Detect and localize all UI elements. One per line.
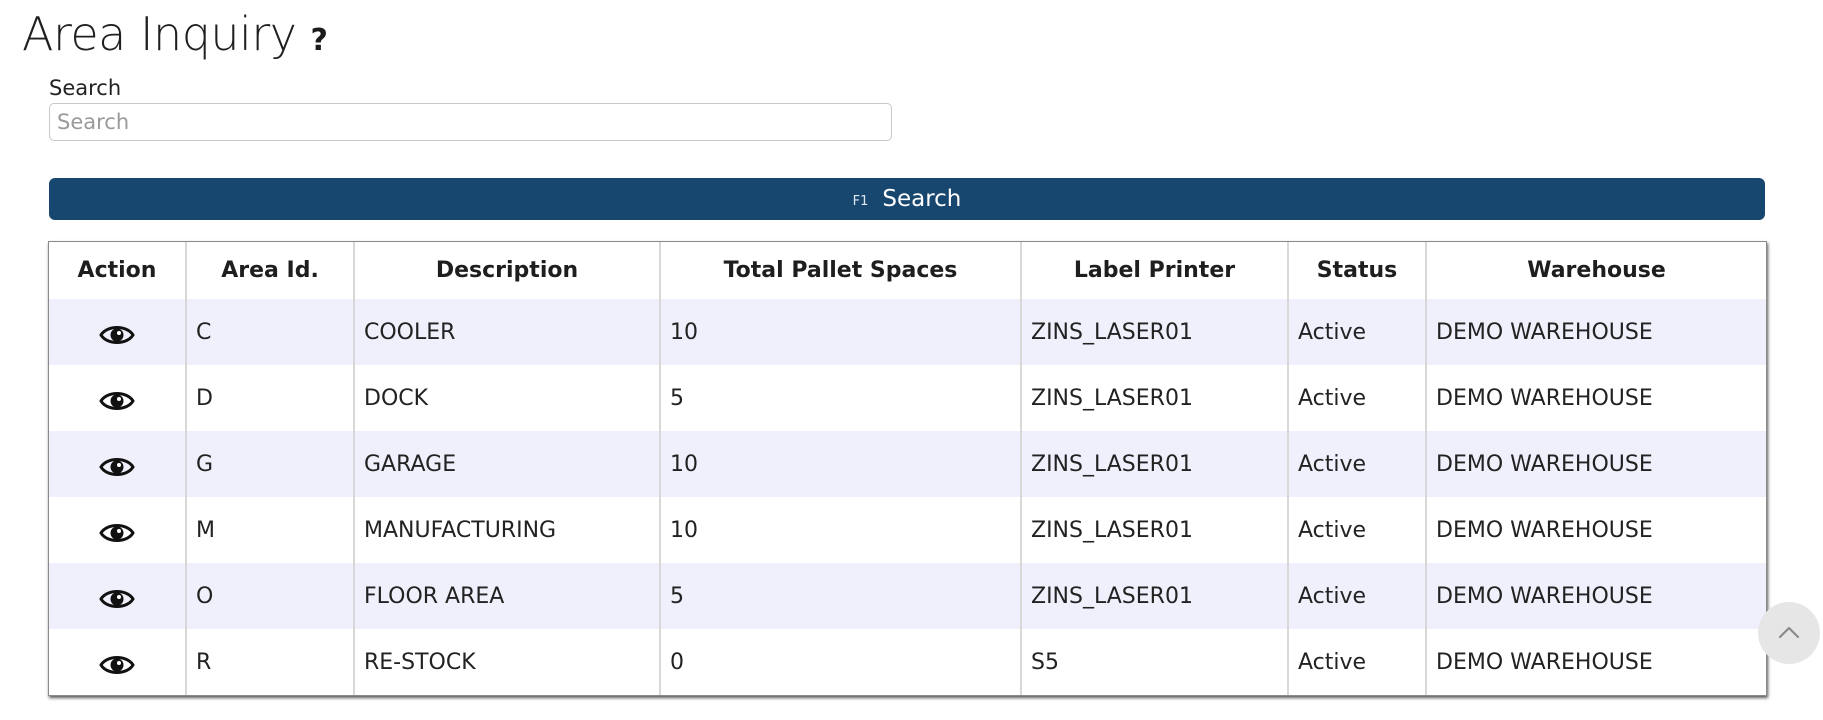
table-header-row: Action Area Id. Description Total Pallet… [49,242,1766,299]
column-header-status[interactable]: Status [1288,242,1427,299]
area-id-cell: M [186,497,355,563]
description-cell: DOCK [354,365,661,431]
total-pallet-spaces-cell: 10 [660,497,1022,563]
label-printer-cell: S5 [1021,629,1289,695]
total-pallet-spaces-cell: 10 [660,299,1022,365]
total-pallet-spaces-cell: 0 [660,629,1022,695]
eye-view-icon[interactable] [99,322,135,348]
hotkey-hint: F1 [852,193,869,209]
warehouse-cell: DEMO WAREHOUSE [1426,299,1766,365]
table-row: O FLOOR AREA 5 ZINS_LASER01 Active DEMO … [49,563,1766,629]
column-header-label-printer[interactable]: Label Printer [1021,242,1289,299]
table-row: G GARAGE 10 ZINS_LASER01 Active DEMO WAR… [49,431,1766,497]
search-label: Search [49,76,122,100]
help-question-icon[interactable]: ? [310,23,328,58]
page-title: Area Inquiry [22,7,297,61]
label-printer-cell: ZINS_LASER01 [1021,365,1289,431]
description-cell: RE-STOCK [354,629,661,695]
areas-table-container: Action Area Id. Description Total Pallet… [48,241,1767,696]
column-header-area-id[interactable]: Area Id. [186,242,355,299]
warehouse-cell: DEMO WAREHOUSE [1426,497,1766,563]
search-button[interactable]: F1 Search [49,178,1765,220]
eye-view-icon[interactable] [99,652,135,678]
search-input[interactable] [49,103,892,141]
description-cell: COOLER [354,299,661,365]
label-printer-cell: ZINS_LASER01 [1021,299,1289,365]
description-cell: GARAGE [354,431,661,497]
description-cell: FLOOR AREA [354,563,661,629]
scroll-to-top-button[interactable] [1758,602,1820,664]
label-printer-cell: ZINS_LASER01 [1021,563,1289,629]
total-pallet-spaces-cell: 5 [660,365,1022,431]
warehouse-cell: DEMO WAREHOUSE [1426,431,1766,497]
eye-view-icon[interactable] [99,388,135,414]
title-row: Area Inquiry ? [22,6,328,62]
table-row: D DOCK 5 ZINS_LASER01 Active DEMO WAREHO… [49,365,1766,431]
area-id-cell: O [186,563,355,629]
status-cell: Active [1288,563,1427,629]
warehouse-cell: DEMO WAREHOUSE [1426,563,1766,629]
description-cell: MANUFACTURING [354,497,661,563]
eye-view-icon[interactable] [99,454,135,480]
total-pallet-spaces-cell: 5 [660,563,1022,629]
action-cell [49,365,187,431]
column-header-action[interactable]: Action [49,242,187,299]
areas-table: Action Area Id. Description Total Pallet… [49,242,1766,695]
eye-view-icon[interactable] [99,520,135,546]
area-id-cell: C [186,299,355,365]
action-cell [49,497,187,563]
column-header-warehouse[interactable]: Warehouse [1527,258,1666,283]
warehouse-cell: DEMO WAREHOUSE [1426,365,1766,431]
label-printer-cell: ZINS_LASER01 [1021,431,1289,497]
action-cell [49,431,187,497]
label-printer-cell: ZINS_LASER01 [1021,497,1289,563]
table-row: C COOLER 10 ZINS_LASER01 Active DEMO WAR… [49,299,1766,365]
action-cell [49,563,187,629]
status-cell: Active [1288,365,1427,431]
area-id-cell: D [186,365,355,431]
search-button-label: Search [882,186,962,212]
eye-view-icon[interactable] [99,586,135,612]
total-pallet-spaces-cell: 10 [660,431,1022,497]
area-id-cell: G [186,431,355,497]
table-row: M MANUFACTURING 10 ZINS_LASER01 Active D… [49,497,1766,563]
chevron-up-icon [1778,624,1800,643]
column-header-total-pallet-spaces[interactable]: Total Pallet Spaces [660,242,1022,299]
warehouse-cell: DEMO WAREHOUSE [1426,629,1766,695]
table-row: R RE-STOCK 0 S5 Active DEMO WAREHOUSE [49,629,1766,695]
status-cell: Active [1288,629,1427,695]
area-id-cell: R [186,629,355,695]
column-header-description[interactable]: Description [354,242,661,299]
action-cell [49,629,187,695]
status-cell: Active [1288,497,1427,563]
status-cell: Active [1288,299,1427,365]
action-cell [49,299,187,365]
status-cell: Active [1288,431,1427,497]
